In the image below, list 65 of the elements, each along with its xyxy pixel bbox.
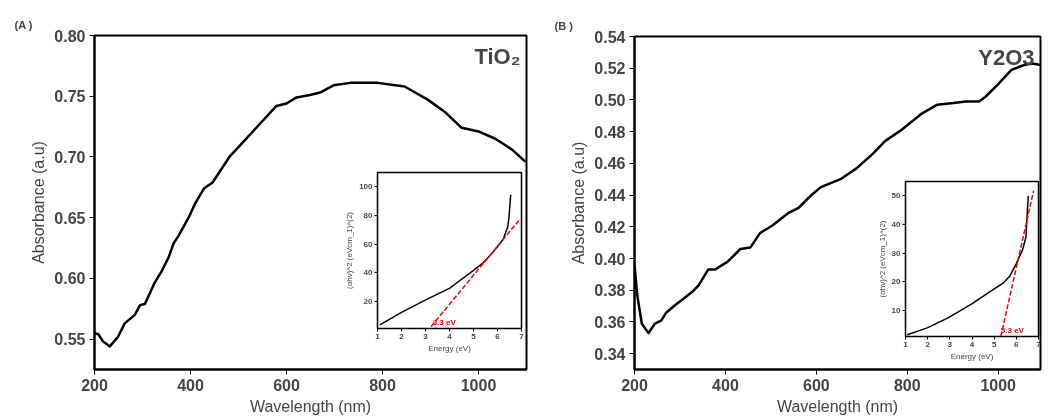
y-tick-label: 0.38 (594, 282, 626, 300)
chart-title: (A ) (14, 18, 33, 31)
y-tick-label: 0.46 (594, 155, 626, 173)
x-axis-title: Energy (eV) (950, 351, 994, 361)
y-tick-label: 100 (359, 182, 374, 192)
y-tick-label: 0.65 (54, 209, 86, 227)
x-axis-title: Wavelength (nm) (249, 397, 372, 415)
y-tick-label: 0.70 (54, 148, 86, 166)
x-axis-title: Wavelength (nm) (776, 397, 899, 415)
y-tick-label: 0.34 (594, 345, 626, 363)
annotation: 3.3 eV (432, 317, 457, 327)
y-tick-label: 40 (363, 268, 374, 278)
x-tick-label: 4 (447, 331, 453, 341)
y-tick-label: 30 (891, 248, 902, 258)
annotation: TiO₂ (474, 43, 521, 69)
annotation: Y2O3 (978, 44, 1035, 70)
y-axis-title: Absorbance (a.u) (570, 141, 588, 265)
chart-title: (B ) (554, 19, 574, 32)
y-tick-label: 80 (363, 210, 374, 220)
x-tick-label: 3 (423, 331, 429, 341)
y-tick-label: 0.40 (594, 250, 626, 268)
x-tick-label: 5 (991, 339, 997, 349)
y-tick-label: 50 (891, 191, 902, 201)
x-tick-label: 1 (375, 331, 381, 341)
y-axis-title: Absorbance (a.u) (30, 141, 48, 264)
x-tick-label: 800 (369, 376, 396, 394)
y-tick-label: 0.75 (54, 88, 86, 106)
x-tick-label: 3 (947, 339, 953, 349)
x-tick-label: 600 (803, 376, 830, 394)
x-tick-label: 400 (712, 376, 739, 394)
y-tick-label: 0.52 (594, 60, 626, 78)
x-tick-label: 2 (925, 339, 931, 349)
y-tick-label: 0.36 (594, 313, 626, 331)
x-tick-label: 600 (273, 376, 300, 394)
x-tick-label: 200 (621, 376, 648, 394)
y-tick-label: 0.42 (594, 218, 626, 236)
x-tick-label: 7 (519, 331, 525, 341)
y-tick-label: 20 (363, 296, 374, 306)
y-tick-label: 0.54 (594, 28, 626, 46)
y-tick-label: 40 (891, 220, 902, 230)
y-tick-label: 20 (891, 277, 902, 287)
x-tick-label: 400 (177, 376, 204, 394)
x-axis-title: Energy (eV) (428, 343, 472, 353)
y-axis-title: (αhν)^2 (eVcm_1)^(2) (345, 211, 355, 290)
x-tick-label: 6 (495, 331, 501, 341)
y-tick-label: 0.50 (594, 91, 626, 109)
x-tick-label: 800 (893, 376, 921, 394)
x-tick-label: 7 (1036, 339, 1042, 349)
x-tick-label: 2 (399, 331, 405, 341)
x-tick-label: 1000 (980, 376, 1017, 394)
y-tick-label: 0.48 (594, 123, 626, 141)
x-tick-label: 4 (969, 339, 975, 349)
y-tick-label: 0.60 (54, 270, 86, 288)
line-series (379, 193, 512, 326)
y-tick-label: 60 (363, 239, 374, 249)
x-tick-label: 5 (471, 331, 477, 341)
x-tick-label: 1000 (460, 376, 497, 394)
y-tick-label: 0.44 (594, 187, 626, 205)
y-tick-label: 0.80 (54, 27, 86, 45)
x-tick-label: 1 (903, 339, 909, 349)
x-tick-label: 6 (1014, 339, 1020, 349)
y-axis-title: (αhν)^2 (eVcm_1)^(2) (877, 220, 887, 298)
x-tick-label: 200 (81, 376, 108, 394)
y-tick-label: 0.55 (54, 331, 86, 349)
y-tick-label: 10 (891, 306, 902, 316)
